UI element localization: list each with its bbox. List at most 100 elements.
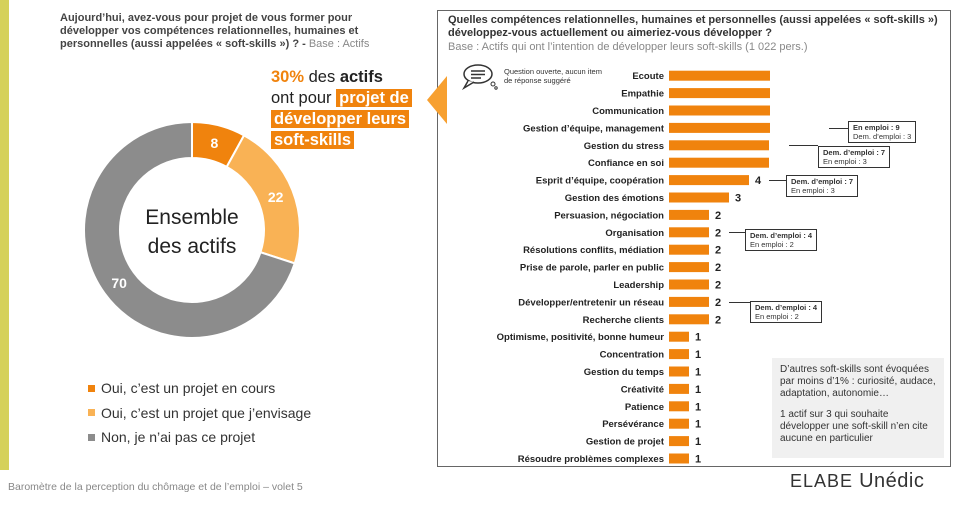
left-base: Base : Actifs: [308, 38, 370, 50]
callout-box: Dem. d’emploi : 4 En emploi : 2: [750, 300, 823, 323]
highlight-t3: ont pour: [271, 89, 332, 107]
bar: [669, 88, 770, 99]
right-base: Base : Actifs qui ont l’intention de dév…: [448, 41, 808, 53]
highlight-pct: 30%: [271, 68, 305, 86]
bar-value-label: 1: [695, 367, 701, 379]
bar: [669, 70, 770, 81]
info-box-p1: D’autres soft-skills sont évoquées par m…: [780, 364, 936, 399]
bar: [669, 279, 709, 290]
bar-value-label: 2: [715, 245, 721, 257]
callout-line1: Dem. d’emploi : 7: [823, 148, 886, 158]
donut-center-line2: des actifs: [148, 235, 237, 258]
bar: [669, 105, 770, 116]
callout-line1: Dem. d’emploi : 4: [755, 302, 818, 312]
bar-category-label: Créativité: [621, 384, 664, 395]
bar: [669, 140, 769, 151]
bar-value-label: 2: [715, 227, 721, 239]
bar: [669, 192, 729, 203]
donut-chart: 8 22 70 Ensemble des actifs: [83, 120, 301, 339]
highlight-t1: des: [308, 68, 336, 86]
legend-item-2: Non, je n’ai pas ce projet: [88, 425, 311, 450]
bar-category-label: Résolutions conflits, médiation: [523, 245, 664, 256]
bar-value-label: 2: [715, 314, 721, 326]
bar-category-label: Ecoute: [632, 71, 664, 82]
callout-box: Dem. d’emploi : 7 En emploi : 3: [786, 175, 859, 198]
bar-value-label: 2: [715, 280, 721, 292]
bar: [669, 122, 770, 133]
legend-swatch-2: [88, 433, 95, 441]
bar-category-label: Gestion d’équipe, management: [523, 123, 665, 134]
callout-connector: [769, 180, 786, 182]
bar: [669, 227, 709, 238]
highlight-m2: développer leurs: [271, 110, 410, 128]
donut-label-1: 22: [268, 189, 284, 205]
bar-value-label: 2: [715, 297, 721, 309]
bar-category-label: Recherche clients: [583, 315, 664, 326]
bar-category-label: Leadership: [613, 280, 664, 291]
callout-connector: [729, 301, 750, 303]
bar: [669, 349, 689, 360]
bar: [669, 175, 749, 186]
callout-line1: Dem. d’emploi : 7: [791, 177, 854, 187]
bar-category-label: Esprit d’équipe, coopération: [536, 176, 664, 187]
bar: [669, 296, 709, 307]
callout-box: En emploi : 9 Dem. d’emploi : 3: [848, 120, 917, 143]
callout-box: Dem. d’emploi : 7 En emploi : 3: [818, 146, 891, 169]
bar: [669, 157, 769, 168]
legend-swatch-0: [88, 384, 95, 392]
legend-label-2: Non, je n’ai pas ce projet: [101, 429, 256, 446]
pointer-arrow: [427, 76, 447, 124]
footer-text: Baromètre de la perception du chômage et…: [8, 481, 303, 493]
bar-category-label: Empathie: [621, 89, 664, 100]
callout-line2: En emploi : 2: [755, 311, 799, 321]
bar: [669, 331, 689, 342]
bar: [669, 401, 689, 412]
donut-slice-2: [83, 120, 296, 339]
callout-connector: [729, 232, 745, 234]
bar-category-label: Organisation: [605, 228, 664, 239]
legend-item-1: Oui, c’est un projet que j’envisage: [88, 401, 311, 426]
bar-category-label: Prise de parole, parler en public: [520, 263, 664, 274]
bar-category-label: Concentration: [600, 350, 665, 361]
bar-value-label: 3: [735, 193, 741, 205]
callout-connector: [829, 127, 848, 129]
bar: [669, 244, 709, 255]
donut-legend: Oui, c’est un projet en cours Oui, c’est …: [88, 376, 311, 450]
callout-line2: En emploi : 3: [823, 157, 867, 167]
bar-category-label: Résoudre problèmes complexes: [518, 454, 664, 464]
bar-chart: Ecoute9Empathie9Communication8Gestion d’…: [497, 70, 770, 465]
bar-value-label: 1: [695, 349, 701, 361]
chat-bubble-icon: [462, 64, 498, 90]
bar-value-label: 1: [695, 384, 701, 396]
right-question: Quelles compétences relationnelles, huma…: [448, 14, 938, 39]
bar: [669, 314, 709, 325]
info-box-p2: 1 actif sur 3 qui souhaite développer un…: [780, 409, 928, 444]
bar-value-label: 1: [695, 454, 701, 465]
donut-label-0: 8: [210, 135, 218, 151]
bar-value-label: 2: [715, 262, 721, 274]
legend-label-1: Oui, c’est un projet que j’envisage: [101, 404, 312, 421]
left-question: Aujourd’hui, avez-vous pour projet de vo…: [60, 12, 370, 50]
bar-value-label: 2: [715, 210, 721, 222]
left-accent-rule: [0, 0, 9, 470]
bar: [669, 209, 709, 220]
bar: [669, 366, 689, 377]
bar-value-label: 1: [695, 332, 701, 344]
bar: [669, 418, 689, 429]
logo: ELABE Unédic: [790, 470, 924, 493]
callout-line1: Dem. d’emploi : 4: [750, 231, 813, 241]
highlight-text: 30% des actifs ont pour projet de dévelo…: [271, 67, 421, 151]
open-question-note: Question ouverte, aucun item de réponse …: [504, 67, 602, 85]
legend-swatch-1: [88, 409, 95, 417]
legend-item-0: Oui, c’est un projet en cours: [88, 376, 311, 401]
info-box: D’autres soft-skills sont évoquées par m…: [772, 358, 944, 458]
bar-value-label: 1: [695, 436, 701, 448]
legend-label-0: Oui, c’est un projet en cours: [101, 380, 276, 397]
callout-connector: [789, 145, 818, 147]
callout-line1: En emploi : 9: [853, 122, 900, 132]
logo-elabe: ELABE: [790, 471, 854, 491]
bar-category-label: Gestion des émotions: [565, 193, 664, 204]
donut-label-2: 70: [111, 275, 127, 291]
callout-line2: Dem. d’emploi : 3: [853, 131, 912, 141]
bar-value-label: 1: [695, 401, 701, 413]
